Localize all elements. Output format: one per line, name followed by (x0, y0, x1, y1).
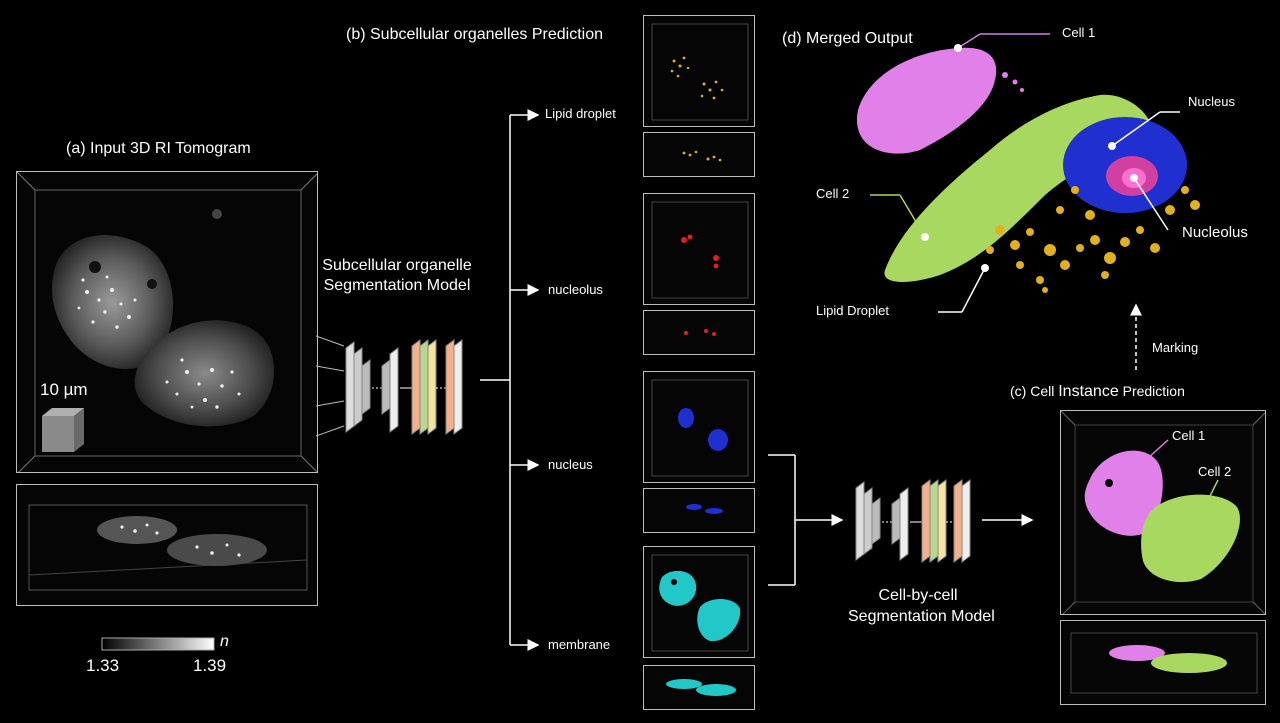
membrane-side-image (666, 679, 736, 696)
cell-model-line2: Segmentation Model (848, 608, 995, 625)
lipid-droplet-top-view (643, 15, 755, 127)
nucleolus-side-view (643, 310, 755, 355)
membrane-top-image (651, 554, 749, 652)
organelle-model-label: Subcellular organelle Segmentation Model (322, 256, 472, 296)
membrane-side-view (643, 665, 755, 710)
branch-membrane: membrane (548, 637, 611, 652)
branch-nucleus: nucleus (548, 457, 593, 472)
panel-c-title: (c) Cell Instance Prediction (1010, 383, 1185, 401)
input-tomogram-top-view (16, 171, 318, 473)
cell-instance-side-view (1060, 620, 1266, 705)
merged-nucleus-label: Nucleus (1188, 94, 1235, 109)
merged-cell2-label: Cell 2 (816, 186, 850, 201)
merged-lipid-label: Lipid Droplet (816, 303, 889, 318)
nucleolus-side-image (684, 329, 716, 336)
organelle-model-line2: Segmentation Model (323, 277, 471, 294)
scale-cube (42, 408, 84, 452)
colorbar-max: 1.39 (193, 656, 227, 675)
panel-c-title-prefix: (c) Cell (1010, 383, 1059, 399)
cell-instance-top-image (1061, 411, 1265, 614)
nucleus-top-image (651, 379, 749, 477)
cell-model-label: Cell-by-cell Segmentation Model (848, 585, 995, 627)
colorbar-min: 1.33 (86, 656, 120, 675)
panel-d-title: (d) Merged Output (782, 30, 913, 47)
lipid-droplet-top-image (651, 23, 749, 121)
panel-c-title-suffix: Prediction (1118, 383, 1185, 399)
nucleolus-top-image (651, 201, 749, 299)
branch-lipid-droplet: Lipid droplet (545, 106, 616, 121)
cell-model-line1: Cell-by-cell (878, 587, 958, 604)
nucleolus-top-view (643, 193, 755, 305)
nucleus-top-view (643, 371, 755, 483)
panel-c-title-big: Instance (1058, 383, 1119, 400)
panel-a-title: (a) Input 3D RI Tomogram (66, 140, 251, 157)
scale-bar-label: 10 µm (40, 380, 88, 399)
branch-nucleolus: nucleolus (548, 282, 603, 297)
colorbar-symbol: n (220, 633, 229, 650)
nucleus-side-view (643, 488, 755, 533)
merged-nucleolus-label: Nucleolus (1182, 224, 1248, 241)
lipid-droplet-side-image (682, 150, 722, 162)
instance-cell2-label: Cell 2 (1198, 464, 1232, 479)
input-tomogram-side-view (16, 484, 318, 606)
tomogram-top-image (17, 172, 317, 472)
instance-cell1-label: Cell 1 (1172, 428, 1206, 443)
organelle-model-diagram (316, 335, 463, 437)
cell-model-diagram (855, 479, 971, 563)
cell-instance-side-image (1070, 632, 1258, 694)
marking-label: Marking (1152, 340, 1199, 355)
panel-b-title: (b) Subcellular organelles Prediction (346, 26, 604, 43)
tomogram-side-image (28, 504, 308, 591)
colorbar (101, 637, 215, 651)
organelle-model-line1: Subcellular organelle (322, 257, 472, 274)
nucleus-side-image (686, 504, 723, 514)
lipid-droplet-side-view (643, 132, 755, 177)
merged-cell1-label: Cell 1 (1062, 25, 1096, 40)
membrane-top-view (643, 546, 755, 658)
instance-pointers (1147, 439, 1219, 501)
